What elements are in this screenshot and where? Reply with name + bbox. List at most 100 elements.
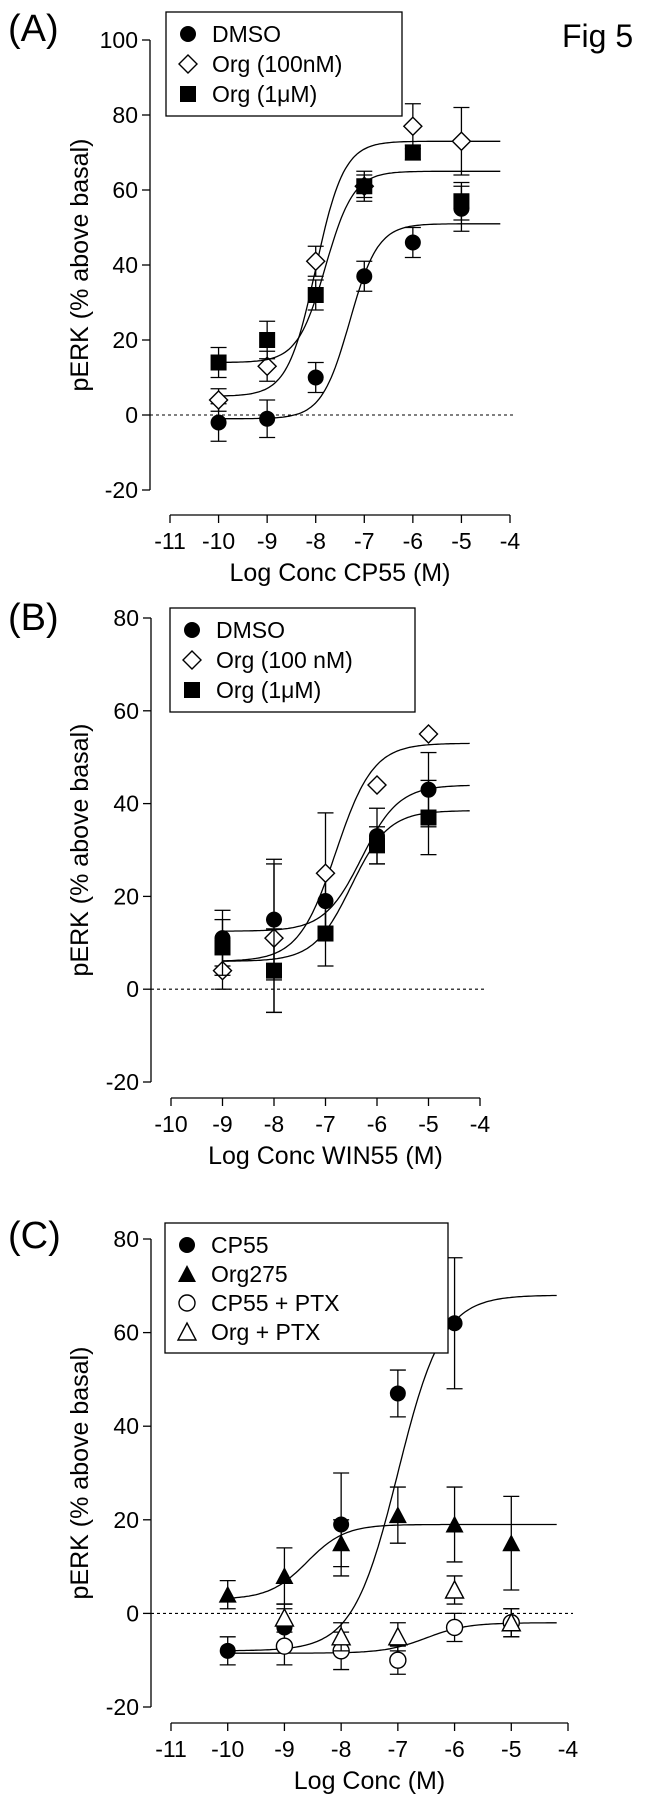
legend-marker bbox=[176, 1321, 198, 1341]
data-point bbox=[274, 1607, 295, 1627]
panel-c-label: (C) bbox=[8, 1215, 61, 1257]
legend-label: Org + PTX bbox=[211, 1319, 320, 1345]
chart-panel-3: -20 0 20 40 60 80 -11 -10 -9 -8 -7 -6 -5 -4 Log Conc (… bbox=[66, 1222, 579, 1795]
data-point bbox=[315, 863, 336, 884]
legend: CP55 Org275 CP55 + PTX Org + PTX bbox=[164, 1222, 449, 1354]
y-tick-label: 80 bbox=[113, 605, 139, 631]
data-point bbox=[259, 410, 276, 427]
series-org-1-m bbox=[214, 779, 470, 1014]
legend-label: Org (100nM) bbox=[212, 51, 342, 77]
series-org-1-m bbox=[210, 144, 501, 379]
data-point bbox=[257, 356, 278, 377]
y-tick-label: 20 bbox=[112, 327, 138, 353]
legend-marker bbox=[184, 682, 200, 698]
x-tick-label: -11 bbox=[154, 528, 186, 554]
data-point bbox=[307, 287, 324, 303]
y-axis-title: pERK (% above basal) bbox=[66, 139, 94, 392]
y-tick-label: 20 bbox=[113, 1507, 139, 1533]
data-point bbox=[446, 1315, 463, 1332]
y-tick-label: 60 bbox=[113, 1320, 139, 1346]
y-tick-label: -20 bbox=[105, 477, 138, 503]
x-tick-label: -10 bbox=[202, 528, 235, 554]
series-org275 bbox=[218, 1486, 557, 1610]
x-tick-label: -6 bbox=[367, 1111, 387, 1137]
series-org-ptx bbox=[274, 1575, 522, 1652]
data-point bbox=[208, 390, 229, 410]
series-dmso bbox=[210, 185, 501, 442]
data-point bbox=[404, 144, 421, 161]
y-tick-label: 80 bbox=[112, 102, 138, 128]
data-point bbox=[332, 1534, 351, 1552]
data-point bbox=[259, 332, 276, 348]
y-tick-label: 0 bbox=[125, 402, 138, 428]
legend-marker bbox=[178, 1265, 196, 1282]
legend: DMSO Org (100 nM) Org (1μM) bbox=[169, 607, 416, 713]
data-point bbox=[330, 1626, 352, 1646]
x-tick-label: -11 bbox=[155, 1736, 187, 1762]
series-org-100nm bbox=[208, 103, 501, 412]
data-point bbox=[501, 1612, 522, 1632]
x-tick-label: -9 bbox=[212, 1111, 232, 1137]
panel-a-label: (A) bbox=[8, 8, 59, 50]
y-tick-label: 0 bbox=[126, 976, 139, 1002]
data-point bbox=[387, 1626, 409, 1646]
legend-label: Org275 bbox=[211, 1261, 288, 1287]
fit-curve bbox=[222, 742, 470, 962]
y-tick-label: 100 bbox=[100, 27, 138, 53]
data-point bbox=[418, 724, 439, 744]
legend-marker bbox=[178, 1294, 196, 1312]
legend-label: DMSO bbox=[212, 21, 281, 47]
data-point bbox=[356, 268, 373, 285]
legend-box bbox=[165, 11, 403, 117]
x-tick-label: -4 bbox=[558, 1736, 579, 1762]
series-org-100-nm bbox=[212, 724, 470, 1014]
y-tick-label: 60 bbox=[113, 698, 139, 724]
x-tick-label: -7 bbox=[315, 1111, 335, 1137]
y-tick-label: 40 bbox=[113, 791, 139, 817]
legend-label: CP55 bbox=[211, 1232, 269, 1258]
data-point bbox=[388, 1506, 407, 1524]
x-axis-title: Log Conc CP55 (M) bbox=[230, 559, 451, 587]
x-tick-label: -10 bbox=[211, 1736, 244, 1762]
legend-label: CP55 + PTX bbox=[211, 1290, 339, 1316]
data-point bbox=[444, 1579, 465, 1599]
x-tick-label: -9 bbox=[257, 528, 277, 554]
y-tick-label: -20 bbox=[106, 1069, 139, 1095]
data-point bbox=[404, 234, 421, 251]
fit-curve bbox=[222, 784, 470, 932]
data-point bbox=[275, 1566, 294, 1584]
chart-panel-2: -20 0 20 40 60 80 -10 -9 -8 -7 -6 -5 -4 Log Conc WIN5… bbox=[66, 605, 490, 1170]
x-tick-label: -5 bbox=[418, 1111, 438, 1137]
data-point bbox=[210, 354, 227, 371]
figure-label: Fig 5 bbox=[562, 18, 634, 54]
y-tick-label: 40 bbox=[112, 252, 138, 278]
x-axis-title: Log Conc WIN55 (M) bbox=[208, 1142, 443, 1170]
y-axis-title: pERK (% above basal) bbox=[66, 1347, 94, 1600]
data-point bbox=[367, 775, 387, 796]
x-tick-label: -5 bbox=[501, 1736, 521, 1762]
x-tick-label: -4 bbox=[470, 1111, 491, 1137]
y-tick-label: 80 bbox=[113, 1226, 139, 1252]
legend-box bbox=[164, 1222, 449, 1354]
y-tick-label: 60 bbox=[112, 177, 138, 203]
data-point bbox=[369, 837, 385, 854]
y-tick-label: 20 bbox=[113, 883, 139, 909]
data-point bbox=[445, 1515, 464, 1533]
x-tick-label: -8 bbox=[331, 1736, 351, 1762]
legend-label: Org (100 nM) bbox=[216, 647, 353, 673]
data-point bbox=[305, 251, 326, 272]
data-point bbox=[356, 178, 373, 195]
data-point bbox=[453, 193, 470, 210]
x-axis-title: Log Conc (M) bbox=[294, 1767, 445, 1795]
panel-b-label: (B) bbox=[8, 597, 59, 639]
data-point bbox=[420, 809, 437, 826]
legend: DMSO Org (100nM) Org (1μM) bbox=[165, 11, 403, 117]
data-point bbox=[445, 1618, 464, 1637]
x-tick-label: -8 bbox=[264, 1111, 284, 1137]
x-tick-label: -6 bbox=[403, 528, 423, 554]
legend-box bbox=[169, 607, 416, 713]
x-tick-label: -7 bbox=[354, 528, 374, 554]
y-tick-label: -20 bbox=[106, 1694, 139, 1720]
x-tick-label: -9 bbox=[274, 1736, 294, 1762]
legend-marker bbox=[184, 622, 200, 638]
